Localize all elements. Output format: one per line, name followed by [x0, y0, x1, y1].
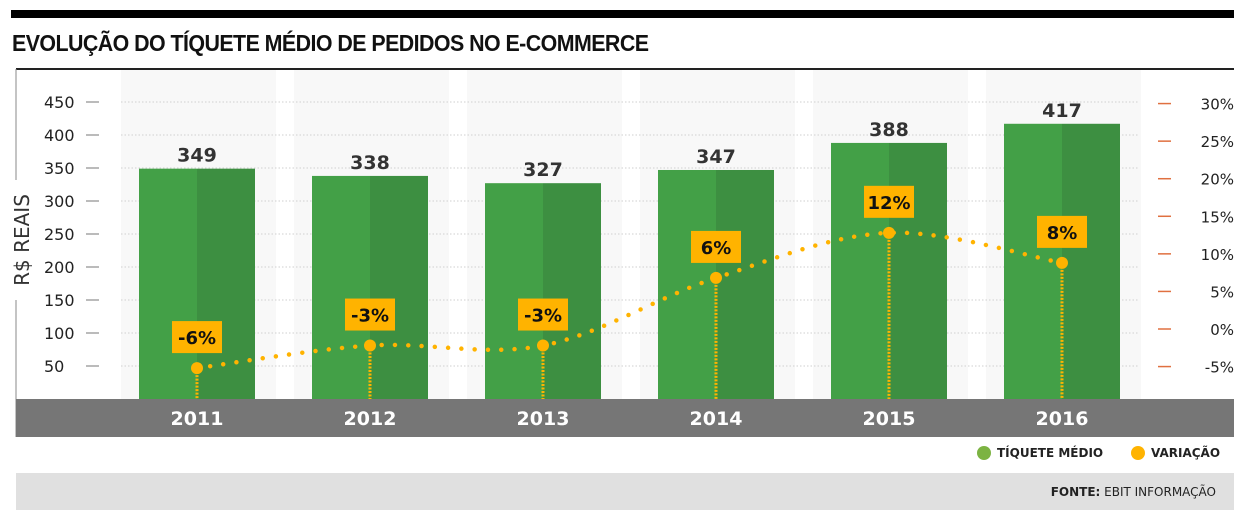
variation-point: [537, 339, 549, 352]
y-tick-label-left: 450: [44, 93, 75, 112]
variation-point: [883, 226, 895, 239]
y-tick-label-right: 25%: [1201, 133, 1234, 151]
x-tick-label: 2015: [863, 408, 916, 430]
x-tick-label: 2013: [517, 408, 570, 430]
source-text: EBIT INFORMAÇÃO: [1100, 485, 1216, 499]
x-tick-label: 2011: [171, 408, 224, 430]
y-tick-label-left: 400: [44, 126, 75, 145]
variation-label: -6%: [178, 328, 216, 349]
y-tick-label-right: 15%: [1201, 208, 1234, 226]
variation-label-box: [345, 298, 395, 331]
x-tick-label: 2012: [344, 408, 397, 430]
variation-label-box: [1037, 215, 1087, 248]
legend-swatch-green: [977, 446, 991, 460]
bar-value-label: 347: [696, 146, 736, 168]
bar-shade: [370, 175, 428, 399]
x-tick-label: 2016: [1036, 408, 1089, 430]
y-tick-label-left: 350: [44, 159, 75, 178]
variation-label-box: [518, 298, 568, 331]
bar-value-label: 338: [350, 152, 390, 174]
bar: [139, 168, 197, 399]
legend-label: TÍQUETE MÉDIO: [997, 446, 1104, 460]
variation-line: [194, 230, 1065, 371]
variation-label: 12%: [867, 193, 910, 214]
source-bar: FONTE: EBIT INFORMAÇÃO: [16, 473, 1234, 510]
bar-shade: [543, 183, 601, 399]
variation-label: -3%: [351, 306, 389, 327]
variation-label-box: [691, 230, 741, 263]
variation-label-box: [172, 321, 222, 354]
x-axis-band: [16, 399, 1234, 437]
y-tick-label-left: 200: [44, 258, 75, 277]
bar: [831, 142, 889, 400]
bar: [1004, 123, 1062, 399]
variation-label: -3%: [524, 306, 562, 327]
bar-shade: [889, 142, 947, 400]
bar-shade: [716, 169, 774, 399]
source-note: FONTE: EBIT INFORMAÇÃO: [1051, 485, 1216, 499]
bar-shade: [1062, 123, 1120, 399]
y-tick-label-left: 300: [44, 192, 75, 211]
y-tick-label-right: 10%: [1201, 246, 1234, 264]
legend-item-ticket: TÍQUETE MÉDIO: [977, 446, 1103, 460]
y-axis-label: R$ REAIS: [10, 194, 34, 286]
legend-label: VARIAÇÃO: [1151, 446, 1221, 460]
source-prefix: FONTE:: [1050, 485, 1101, 499]
bar-value-label: 349: [177, 145, 217, 167]
y-tick-label-right: 0%: [1210, 321, 1234, 339]
bar-value-label: 388: [869, 119, 909, 141]
chart-title: EVOLUÇÃO DO TÍQUETE MÉDIO DE PEDIDOS NO …: [12, 30, 649, 56]
bar-value-label: 327: [523, 159, 563, 181]
bar: [312, 175, 370, 399]
y-tick-label-left: 150: [44, 291, 75, 310]
variation-point: [364, 339, 376, 352]
top-rule: [11, 10, 1234, 18]
bar-shade: [197, 168, 255, 399]
bar-value-label: 417: [1042, 100, 1082, 122]
variation-label-box: [864, 185, 914, 218]
x-tick-label: 2014: [690, 408, 743, 430]
legend-swatch-orange: [1131, 446, 1145, 460]
y-tick-label-right: 5%: [1210, 283, 1234, 301]
variation-point: [710, 271, 722, 284]
variation-label: 8%: [1047, 223, 1078, 244]
bar: [658, 169, 716, 399]
legend-item-variation: VARIAÇÃO: [1131, 446, 1220, 460]
y-tick-label-left: 50: [44, 357, 64, 376]
variation-label: 6%: [701, 238, 732, 259]
bar: [485, 183, 543, 399]
y-tick-label-left: 250: [44, 225, 75, 244]
y-tick-label-right: 30%: [1201, 96, 1234, 114]
y-tick-label-right: -5%: [1205, 359, 1234, 377]
y-tick-label-right: 20%: [1201, 171, 1234, 189]
y-tick-label-left: 100: [44, 324, 75, 343]
variation-point: [1056, 256, 1068, 269]
variation-point: [191, 362, 203, 375]
